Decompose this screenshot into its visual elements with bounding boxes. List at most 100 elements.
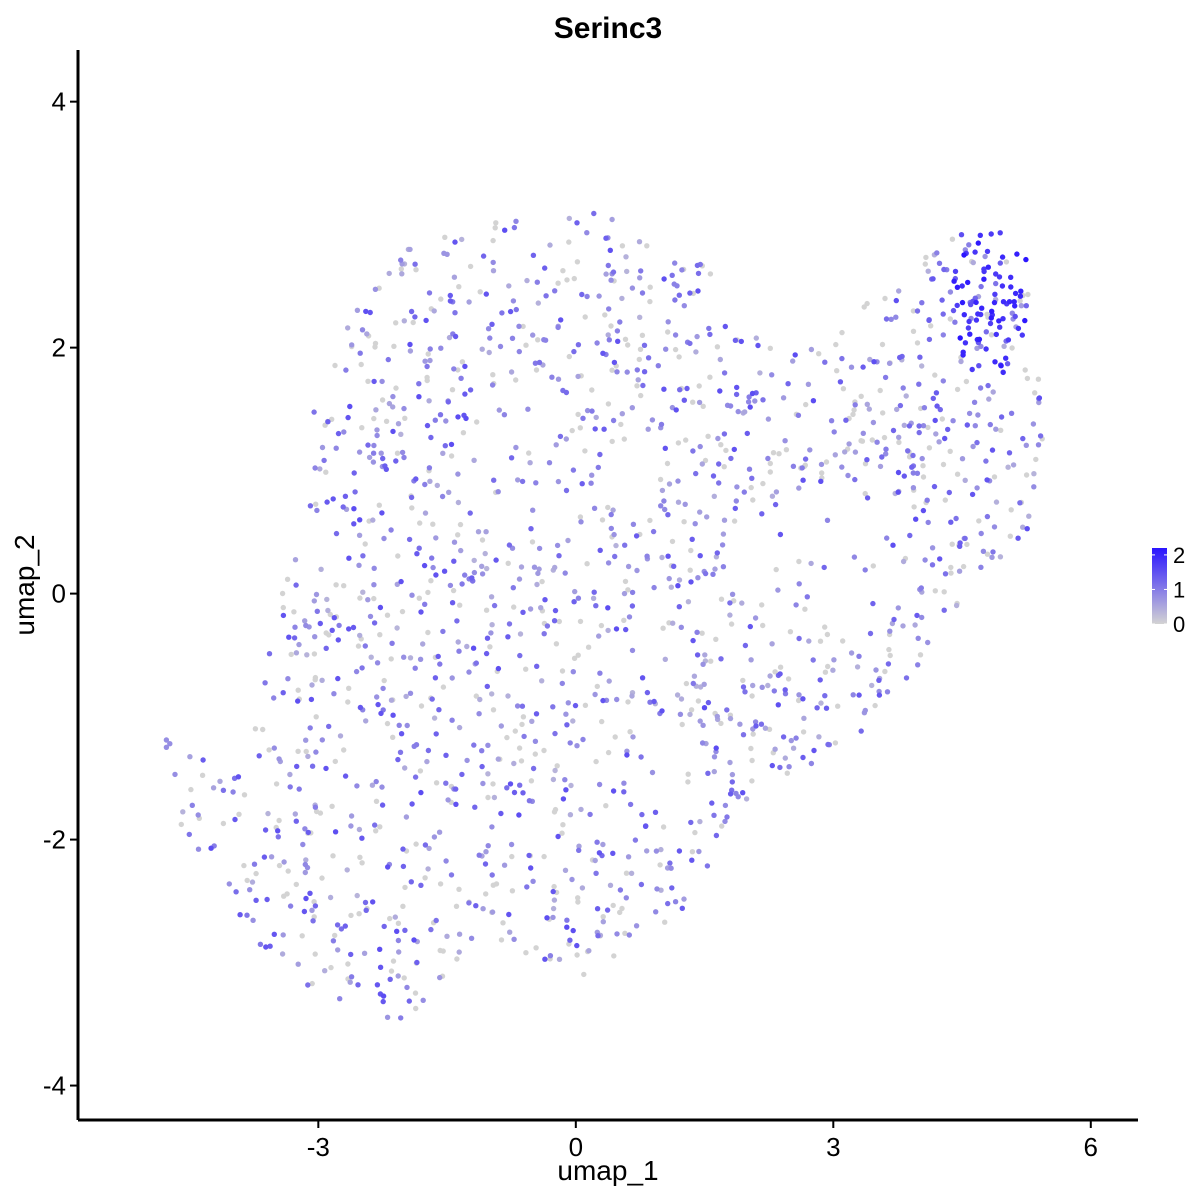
cell-point [367,613,374,620]
cell-point [976,363,982,369]
cell-point [427,478,433,484]
cell-point [323,765,329,772]
cell-point [905,448,911,454]
cell-point [362,643,368,649]
cell-point [973,317,980,323]
cell-point [577,514,584,520]
cell-point [705,770,711,776]
cell-point [591,505,598,511]
cell-point [359,835,365,841]
cell-point [595,933,601,939]
cell-point [839,329,845,336]
cell-point [470,645,477,651]
cell-point [801,715,807,721]
cell-point [394,450,401,456]
cell-point [379,802,386,808]
cell-point [858,393,864,399]
cell-point [887,652,893,659]
cell-point [383,466,389,472]
cell-point [707,374,713,380]
cell-point [824,517,831,523]
cell-point [552,730,558,737]
cell-point [629,647,636,654]
cell-point [335,675,341,682]
cell-point [348,912,354,919]
cell-point [929,545,936,551]
cell-point [510,298,517,304]
cell-point [564,722,570,728]
cell-point [692,521,698,527]
cell-point [445,399,451,405]
cell-point [721,517,728,523]
cell-point [677,387,683,393]
cell-point [808,760,815,767]
cell-point [613,626,620,632]
cell-point [782,755,788,761]
cell-point [293,818,299,824]
cell-point [1017,500,1023,506]
cell-point [566,239,572,245]
cell-point [351,506,357,512]
cell-point [544,915,550,921]
cell-point [422,875,428,881]
cell-point [971,399,978,405]
cell-point [413,476,419,482]
cell-point [479,537,486,543]
cell-point [629,603,636,609]
cell-point [510,585,516,591]
cell-point [996,318,1002,324]
cell-point [523,950,529,956]
cell-point [498,723,504,729]
cell-point [523,342,529,348]
cell-point [463,415,469,422]
cell-point [402,415,408,421]
cell-point [188,786,194,793]
cell-point [632,837,639,843]
cell-point [737,721,743,727]
cell-point [344,867,350,873]
cell-point [333,582,339,588]
cell-point [364,331,370,337]
cell-point [594,683,600,690]
cell-point [485,771,491,777]
cell-point [412,314,418,320]
cell-point [742,642,749,649]
cell-point [293,650,300,656]
cell-point [338,926,345,932]
cell-point [314,507,320,514]
cell-point [556,618,562,625]
cell-point [346,626,352,632]
cell-point [940,461,947,468]
cell-point [1006,450,1013,456]
cell-point [237,912,243,918]
cell-point [519,478,526,485]
cell-point [555,478,562,485]
cell-point [980,548,987,554]
cell-point [327,894,334,901]
cell-point [816,734,822,740]
cell-point [967,331,973,337]
cell-point [281,859,287,865]
cell-point [873,667,879,673]
cell-point [718,720,724,727]
cell-point [608,323,614,329]
cell-point [877,463,884,470]
cell-point [454,618,460,624]
cell-point [498,810,504,817]
cell-point [690,680,696,687]
cell-point [1007,533,1013,539]
cell-point [458,375,464,381]
cell-point [167,741,173,747]
cell-point [271,745,277,751]
cell-point [301,908,308,915]
cell-point [482,550,488,557]
cell-point [332,362,338,369]
cell-point [305,829,311,836]
cell-point [552,564,558,571]
cell-point [324,499,330,505]
cell-point [351,470,357,476]
cell-point [418,609,424,615]
cell-point [359,425,365,431]
cell-point [542,337,549,343]
